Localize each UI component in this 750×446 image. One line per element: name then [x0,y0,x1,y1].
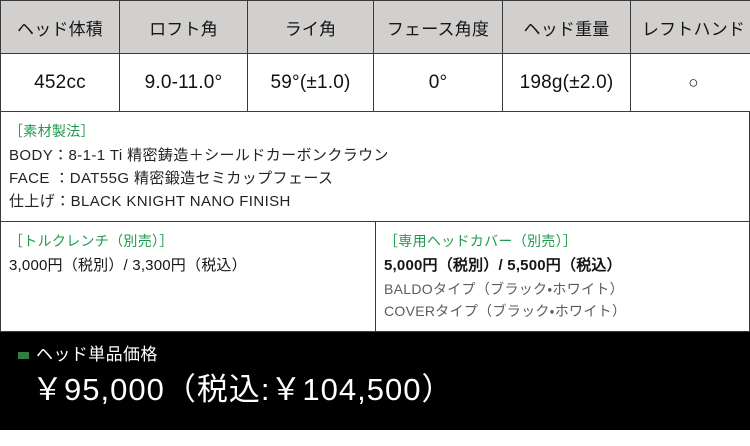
optional-accessories-row: ［トルクレンチ（別売）］ 3,000円（税別）/ 3,300円（税込） ［専用ヘ… [0,222,750,332]
column-header-loft-angle: ロフト角 [119,0,248,54]
head-cover-heading: ［専用ヘッドカバー（別売）］ [384,233,578,249]
cell-left-hand-available: ○ [630,53,750,112]
torque-wrench-heading: ［トルクレンチ（別売）］ [9,233,174,249]
materials-construction-block: ［素材製法］ BODY：8-1-1 Ti 精密鋳造＋シールドカーボンクラウン F… [0,112,750,222]
column-header-face-angle: フェース角度 [373,0,503,54]
cell-loft-angle: 9.0-11.0° [119,53,248,112]
head-cover-variant-cover: COVERタイプ（ブラック・ホワイト） [384,303,627,319]
square-bullet-icon [18,351,29,359]
head-cover-block: ［専用ヘッドカバー（別売）］ 5,000円（税別）/ 5,500円（税込） BA… [376,222,749,331]
price-amount: ￥95,000（税込:￥104,500） [32,372,454,407]
column-header-head-volume: ヘッド体積 [0,0,120,54]
cell-lie-angle: 59°(±1.0) [247,53,374,112]
material-line-finish: 仕上げ：BLACK KNIGHT NANO FINISH [9,193,291,210]
head-price-banner: ヘッド単品価格 ￥95,000（税込:￥104,500） [0,332,750,430]
head-cover-variant-baldo: BALDOタイプ（ブラック・ホワイト） [384,281,624,297]
material-line-face: FACE ：DAT55G 精密鍛造セミカップフェース [9,170,334,187]
price-label-row: ヘッド単品価格 [18,344,750,366]
cell-face-angle: 0° [373,53,503,112]
materials-heading: ［素材製法］ [9,123,95,139]
torque-wrench-block: ［トルクレンチ（別売）］ 3,000円（税別）/ 3,300円（税込） [1,222,376,331]
column-header-left-hand: レフトハンド [630,0,750,54]
torque-wrench-price: 3,000円（税別）/ 3,300円（税込） [9,257,247,274]
cell-head-volume: 452cc [0,53,120,112]
head-cover-price: 5,000円（税別）/ 5,500円（税込） [384,257,622,274]
cell-head-weight: 198g(±2.0) [502,53,631,112]
price-label: ヘッド単品価格 [36,345,158,364]
table-row: 452cc 9.0-11.0° 59°(±1.0) 0° 198g(±2.0) … [0,53,750,112]
table-header-row: ヘッド体積 ロフト角 ライ角 フェース角度 ヘッド重量 レフトハンド [0,0,750,54]
column-header-head-weight: ヘッド重量 [502,0,631,54]
column-header-lie-angle: ライ角 [247,0,374,54]
material-line-body: BODY：8-1-1 Ti 精密鋳造＋シールドカーボンクラウン [9,147,389,164]
specification-table: ヘッド体積 ロフト角 ライ角 フェース角度 ヘッド重量 レフトハンド 452cc… [0,0,750,112]
